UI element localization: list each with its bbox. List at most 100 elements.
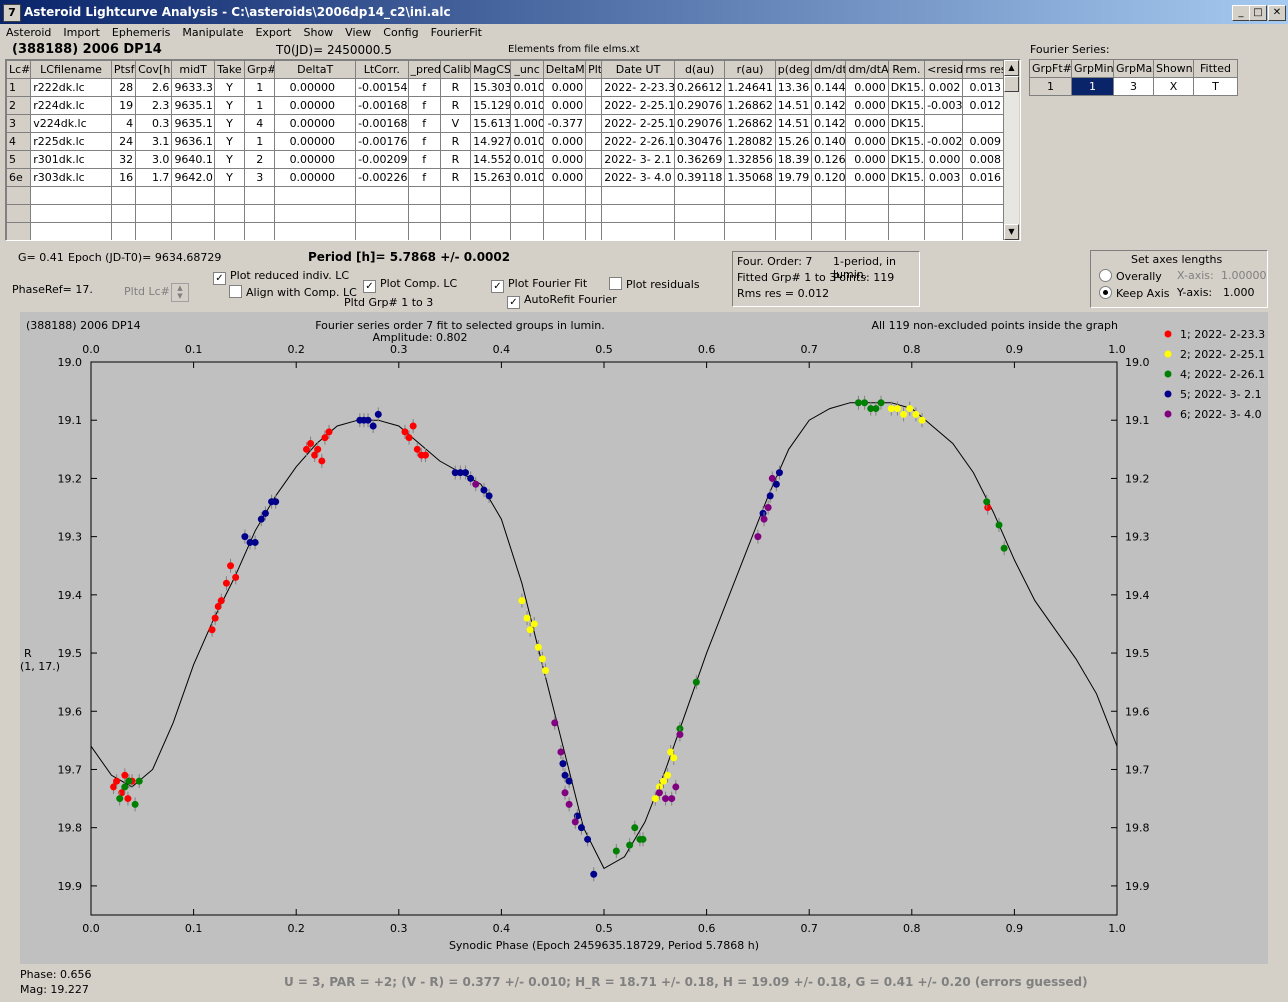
x-axis-input[interactable]: 1.00000 <box>1221 269 1267 282</box>
table-cell[interactable]: 0.00000 <box>274 114 357 133</box>
table-cell[interactable]: 0.013 <box>962 78 1004 97</box>
column-header[interactable]: midT <box>171 60 215 79</box>
table-cell[interactable]: 0.008 <box>962 150 1004 169</box>
table-cell[interactable]: 0.142 <box>811 96 847 115</box>
table-cell[interactable] <box>6 222 32 240</box>
table-cell[interactable]: 19.79 <box>774 168 813 187</box>
table-cell[interactable] <box>585 222 603 240</box>
table-cell[interactable] <box>811 222 847 240</box>
menu-view[interactable]: View <box>345 26 372 39</box>
table-cell[interactable] <box>355 186 409 205</box>
table-cell[interactable]: 9642.0 <box>171 168 215 187</box>
table-cell[interactable]: 2022- 3- 2.1 <box>601 150 675 169</box>
menu-show[interactable]: Show <box>303 26 334 39</box>
table-cell[interactable] <box>724 222 776 240</box>
table-cell[interactable]: 0.00000 <box>274 168 357 187</box>
table-cell[interactable]: 2022- 2-23.3 <box>601 78 675 97</box>
table-cell[interactable] <box>585 150 603 169</box>
table-cell[interactable]: 0.00000 <box>274 150 357 169</box>
column-header[interactable]: LCfilename <box>30 60 112 79</box>
checkbox-check-icon[interactable]: ✓ <box>213 272 226 285</box>
table-cell[interactable]: 24 <box>110 132 137 151</box>
table-cell[interactable]: R <box>439 150 472 169</box>
table-cell[interactable] <box>274 204 357 223</box>
column-header[interactable]: Rem. <box>887 60 926 79</box>
table-cell[interactable]: DK15.. <box>887 78 926 97</box>
table-cell[interactable] <box>962 222 1004 240</box>
column-header[interactable]: _pred. <box>407 60 441 79</box>
table-cell[interactable]: 1.26862 <box>724 114 776 133</box>
table-cell[interactable] <box>585 168 603 187</box>
scroll-down-icon[interactable]: ▼ <box>1004 224 1019 240</box>
table-cell[interactable]: -0.00154 <box>355 78 409 97</box>
column-header[interactable]: rms res <box>962 60 1004 79</box>
table-cell[interactable]: 15.26 <box>774 132 813 151</box>
table-cell[interactable]: 0.000 <box>845 168 889 187</box>
row-header[interactable]: 2 <box>6 96 32 115</box>
table-cell[interactable]: 0.120 <box>811 168 847 187</box>
table-cell[interactable] <box>887 222 926 240</box>
column-header[interactable]: <resid> <box>924 60 964 79</box>
table-cell[interactable]: 0.000 <box>542 132 587 151</box>
table-cell[interactable]: DK15.. <box>887 96 926 115</box>
table-cell[interactable] <box>244 186 276 205</box>
table-cell[interactable]: -0.002 <box>924 132 964 151</box>
table-cell[interactable]: 0.00000 <box>274 132 357 151</box>
table-cell[interactable]: f <box>407 132 441 151</box>
table-cell[interactable]: 0.26612 <box>673 78 726 97</box>
table-cell[interactable] <box>407 222 441 240</box>
table-cell[interactable]: f <box>407 168 441 187</box>
table-cell[interactable]: r222dk.lc <box>30 78 112 97</box>
table-cell[interactable]: -0.377 <box>542 114 587 133</box>
autorefit-checkbox[interactable]: ✓ AutoRefit Fourier <box>507 293 617 309</box>
fourier-column-header[interactable]: GrpMax <box>1113 59 1154 78</box>
row-header[interactable]: 4 <box>6 132 32 151</box>
maximize-icon[interactable]: □ <box>1249 5 1267 21</box>
table-cell[interactable]: 0.012 <box>962 96 1004 115</box>
table-cell[interactable]: R <box>439 96 472 115</box>
table-cell[interactable] <box>30 204 112 223</box>
table-cell[interactable] <box>110 222 137 240</box>
table-row[interactable]: 3 v224dk.lc 4 0.3 9635.1 Y 4 0.00000 -0.00168 f V 1… <box>6 114 1004 133</box>
table-cell[interactable]: 0.3 <box>135 114 173 133</box>
pltd-lc-spinner[interactable]: ▲ ▼ <box>171 283 189 302</box>
table-cell[interactable] <box>6 204 32 223</box>
table-cell[interactable]: 0.36269 <box>673 150 726 169</box>
table-cell[interactable]: 0.000 <box>845 96 889 115</box>
table-cell[interactable] <box>135 222 173 240</box>
lightcurve-graph[interactable]: (388188) 2006 DP14 Fourier series order … <box>20 312 1268 964</box>
table-cell[interactable]: 0.29076 <box>673 96 726 115</box>
table-cell[interactable] <box>213 186 246 205</box>
fourier-column-header[interactable]: Fitted <box>1193 59 1238 78</box>
table-cell[interactable] <box>542 186 587 205</box>
fourier-column-header[interactable]: GrpFt# <box>1029 59 1072 78</box>
table-cell[interactable]: Y <box>213 114 246 133</box>
y-axis-input[interactable]: 1.000 <box>1223 286 1255 299</box>
table-cell[interactable] <box>407 186 441 205</box>
table-cell[interactable]: 0.000 <box>845 114 889 133</box>
table-cell[interactable] <box>887 186 926 205</box>
table-cell[interactable]: v224dk.lc <box>30 114 112 133</box>
column-header[interactable]: Calib. <box>439 60 472 79</box>
fourier-cell[interactable]: 1 <box>1029 77 1072 96</box>
table-cell[interactable]: -0.00226 <box>355 168 409 187</box>
table-cell[interactable] <box>355 204 409 223</box>
fourier-cell[interactable]: 3 <box>1113 77 1154 96</box>
fourier-column-header[interactable]: Shown <box>1153 59 1194 78</box>
table-cell[interactable]: f <box>407 96 441 115</box>
close-icon[interactable]: ✕ <box>1268 5 1286 21</box>
table-cell[interactable]: -0.003 <box>924 96 964 115</box>
table-cell[interactable] <box>673 186 726 205</box>
column-header[interactable]: Take <box>213 60 246 79</box>
table-cell[interactable]: 0.002 <box>924 78 964 97</box>
table-cell[interactable]: 3 <box>244 168 276 187</box>
lightcurve-plot[interactable]: (388188) 2006 DP14 Fourier series order … <box>20 312 1268 964</box>
column-header[interactable]: LtCorr. <box>355 60 409 79</box>
table-row[interactable]: 5 r301dk.lc 32 3.0 9640.1 Y 2 0.00000 -0.00209 f R… <box>6 150 1004 169</box>
table-cell[interactable]: 0.30476 <box>673 132 726 151</box>
table-cell[interactable]: 15.613 <box>470 114 512 133</box>
table-cell[interactable] <box>135 186 173 205</box>
table-cell[interactable]: 14.927 <box>470 132 512 151</box>
table-cell[interactable]: 1 <box>244 132 276 151</box>
